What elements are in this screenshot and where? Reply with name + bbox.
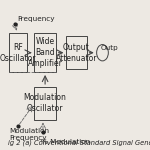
Circle shape (97, 45, 108, 61)
Bar (66, 36, 87, 69)
Bar (34, 87, 56, 120)
Text: Modulation
Frequency: Modulation Frequency (9, 128, 49, 141)
Text: Modulation
Oscillator: Modulation Oscillator (24, 93, 67, 113)
Text: Wide
Band
Amplifier: Wide Band Amplifier (28, 37, 63, 68)
Text: % Modulation: % Modulation (41, 139, 90, 145)
Text: RF
Oscillator: RF Oscillator (0, 43, 36, 63)
Text: Output
Attenuator: Output Attenuator (56, 43, 97, 63)
Bar (34, 33, 56, 72)
Text: Outp: Outp (101, 45, 119, 51)
Text: ig 2 (a) Conventional Standard Signal Genera: ig 2 (a) Conventional Standard Signal Ge… (8, 140, 150, 146)
Bar (9, 33, 27, 72)
Text: Frequency: Frequency (17, 16, 55, 22)
